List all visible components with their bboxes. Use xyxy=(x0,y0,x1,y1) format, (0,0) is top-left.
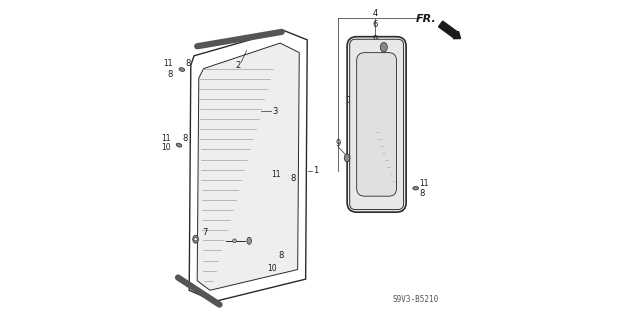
FancyArrow shape xyxy=(438,21,461,39)
FancyBboxPatch shape xyxy=(356,53,397,196)
Text: S9V3-B5210: S9V3-B5210 xyxy=(392,295,439,304)
FancyBboxPatch shape xyxy=(349,39,404,210)
Text: 2: 2 xyxy=(236,61,241,70)
Text: 9: 9 xyxy=(372,35,378,44)
Ellipse shape xyxy=(270,256,276,260)
Text: 8: 8 xyxy=(291,174,296,182)
Ellipse shape xyxy=(354,105,360,109)
Text: 11: 11 xyxy=(163,59,172,68)
Ellipse shape xyxy=(179,68,185,71)
Text: 6: 6 xyxy=(372,20,378,29)
Circle shape xyxy=(194,238,197,241)
Polygon shape xyxy=(197,43,300,290)
Ellipse shape xyxy=(253,109,260,113)
Ellipse shape xyxy=(283,179,289,182)
Text: 11: 11 xyxy=(420,179,429,188)
Text: 3: 3 xyxy=(272,107,278,115)
Text: 8: 8 xyxy=(420,189,425,198)
Ellipse shape xyxy=(176,143,182,147)
Text: 8: 8 xyxy=(186,59,191,68)
Ellipse shape xyxy=(247,237,252,244)
Text: FR.: FR. xyxy=(416,14,436,24)
FancyBboxPatch shape xyxy=(347,37,406,212)
Text: 8: 8 xyxy=(182,134,188,143)
Text: 9: 9 xyxy=(335,139,341,148)
Text: 8: 8 xyxy=(348,107,353,115)
Ellipse shape xyxy=(380,42,387,52)
Text: 5: 5 xyxy=(367,79,372,88)
Text: 1: 1 xyxy=(313,166,318,175)
Text: 10: 10 xyxy=(161,143,171,152)
Text: 8: 8 xyxy=(278,251,284,260)
Text: 11: 11 xyxy=(271,170,281,179)
Text: 8: 8 xyxy=(167,70,172,78)
Circle shape xyxy=(232,239,236,243)
Text: 7: 7 xyxy=(202,228,207,237)
Text: 11: 11 xyxy=(346,96,356,105)
Text: 10: 10 xyxy=(268,264,277,273)
Text: 11: 11 xyxy=(161,134,171,143)
Ellipse shape xyxy=(193,235,198,243)
Ellipse shape xyxy=(344,154,350,162)
Ellipse shape xyxy=(413,186,419,190)
Text: 4: 4 xyxy=(372,9,378,18)
